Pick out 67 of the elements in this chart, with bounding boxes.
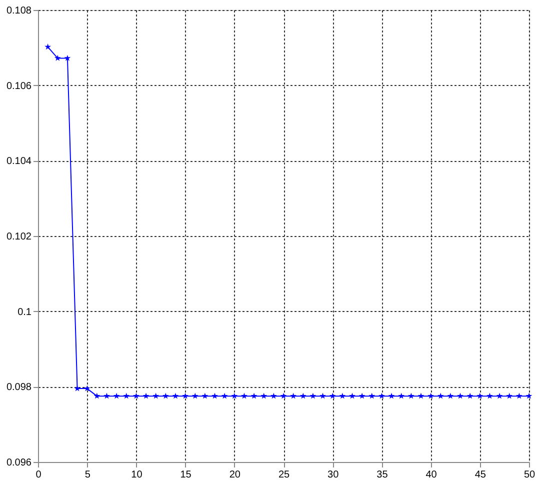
point: [418, 392, 424, 399]
point: [320, 392, 326, 399]
point: [182, 392, 188, 399]
x-tick-label: 20: [229, 470, 241, 480]
point: [270, 392, 277, 399]
point: [506, 392, 513, 399]
point: [54, 54, 61, 61]
point: [44, 44, 52, 50]
point: [133, 392, 140, 399]
point: [192, 392, 198, 399]
x-tick-label: 25: [278, 470, 290, 480]
point: [457, 392, 464, 399]
x-tick-label: 30: [328, 470, 340, 480]
point: [104, 392, 110, 399]
x-tick-label: 40: [426, 470, 438, 480]
x-tick-label: 50: [524, 470, 536, 480]
point: [368, 392, 376, 399]
point: [221, 392, 228, 399]
point: [349, 392, 356, 399]
point: [202, 392, 208, 399]
y-tick-label: 0.098: [6, 382, 32, 394]
point: [241, 392, 248, 399]
y-tick-label: 0.102: [6, 232, 32, 242]
point: [64, 54, 71, 61]
point: [476, 392, 484, 399]
point: [526, 392, 532, 399]
x-tick-label: 45: [474, 470, 486, 480]
point: [310, 392, 316, 399]
point: [329, 392, 336, 399]
x-tick-label: 5: [84, 470, 91, 480]
point: [447, 392, 454, 399]
point: [212, 392, 218, 399]
point: [437, 392, 444, 399]
y-tick-label: 0.096: [6, 458, 32, 468]
point: [172, 392, 179, 399]
point: [280, 392, 287, 399]
point: [378, 392, 385, 399]
x-tick-label: 10: [131, 470, 143, 480]
y-tick-label: 0.108: [6, 6, 32, 16]
point: [388, 392, 395, 399]
x-tick-label: 15: [180, 470, 192, 480]
x-tick-label: 35: [376, 470, 388, 480]
point: [250, 392, 258, 399]
point: [339, 392, 346, 399]
point: [113, 392, 120, 399]
point: [466, 392, 474, 399]
y-tick-label: 0.1: [18, 306, 32, 318]
y-tick-label: 0.104: [6, 156, 32, 168]
point: [84, 385, 90, 392]
point: [398, 392, 405, 399]
point: [300, 392, 306, 399]
point: [486, 392, 493, 399]
point: [123, 392, 130, 399]
point: [94, 392, 100, 399]
point: [260, 392, 268, 399]
x-tick-label: 0: [36, 470, 42, 480]
point: [152, 392, 160, 399]
point: [162, 392, 169, 399]
point: [428, 392, 434, 399]
point: [516, 392, 522, 399]
point: [142, 392, 150, 399]
y-tick-label: 0.106: [6, 80, 32, 92]
point: [408, 392, 414, 399]
point: [358, 392, 366, 399]
point: [290, 392, 297, 399]
point: [496, 392, 503, 399]
point: [231, 392, 238, 399]
